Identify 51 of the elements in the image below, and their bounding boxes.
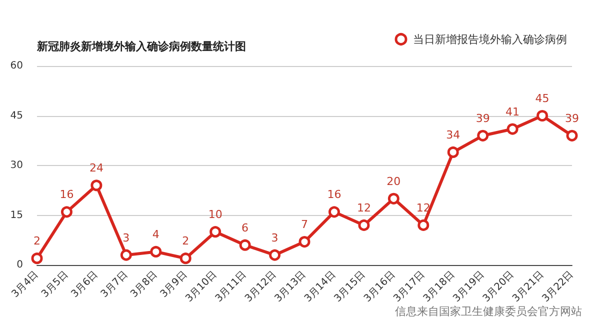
data-label: 45	[535, 92, 550, 105]
point	[210, 226, 222, 238]
point	[477, 130, 489, 142]
y-tick-label: 45	[10, 110, 23, 122]
point	[298, 236, 310, 248]
data-label: 3	[122, 231, 130, 244]
data-label: 4	[152, 228, 160, 241]
data-label: 20	[386, 174, 401, 188]
y-tick-label: 60	[10, 60, 23, 72]
text: 信息来自国家卫生健康委员会官方网站	[395, 305, 582, 318]
point	[90, 180, 102, 192]
x-tick-label: 3月8日	[128, 269, 160, 300]
x-tick-label: 3月5日	[40, 269, 71, 300]
data-label: 24	[89, 162, 104, 175]
data-label: 12	[416, 201, 430, 214]
data-label: 39	[565, 112, 579, 125]
point	[180, 252, 192, 264]
data-label: 10	[208, 208, 222, 222]
point	[31, 252, 43, 264]
data-label: 34	[446, 128, 460, 142]
y-tick-label: 15	[10, 210, 23, 221]
point	[358, 219, 370, 231]
data-label: 7	[301, 218, 308, 232]
point	[447, 146, 459, 158]
x-tick-label: 3月6日	[69, 269, 100, 300]
point	[150, 246, 162, 258]
point	[388, 192, 400, 204]
legend-label: 当日新增报告境外输入确诊病例	[413, 32, 567, 46]
data-label: 41	[506, 105, 520, 118]
point	[328, 206, 340, 218]
chart-title: 新冠肺炎新增境外输入确诊病例数量统计图	[36, 40, 246, 53]
y-tick-label: 30	[10, 160, 23, 171]
x-tick-label: 3月4日	[10, 269, 41, 300]
y-tick-label: 0	[16, 260, 23, 270]
data-label: 12	[356, 201, 371, 214]
point	[566, 130, 578, 142]
point	[269, 249, 281, 261]
data-label: 16	[60, 188, 74, 202]
data-label: 6	[242, 221, 249, 234]
data-label: 3	[271, 231, 278, 244]
point	[536, 110, 548, 122]
data-label: 39	[476, 112, 490, 125]
point	[239, 239, 251, 251]
point	[120, 249, 132, 261]
point	[60, 206, 72, 218]
point	[506, 123, 518, 135]
x-tick-label: 3月7日	[99, 269, 130, 300]
data-label: 2	[182, 234, 190, 248]
data-label: 16	[327, 188, 342, 202]
data-label: 2	[34, 234, 40, 248]
point	[418, 219, 430, 231]
